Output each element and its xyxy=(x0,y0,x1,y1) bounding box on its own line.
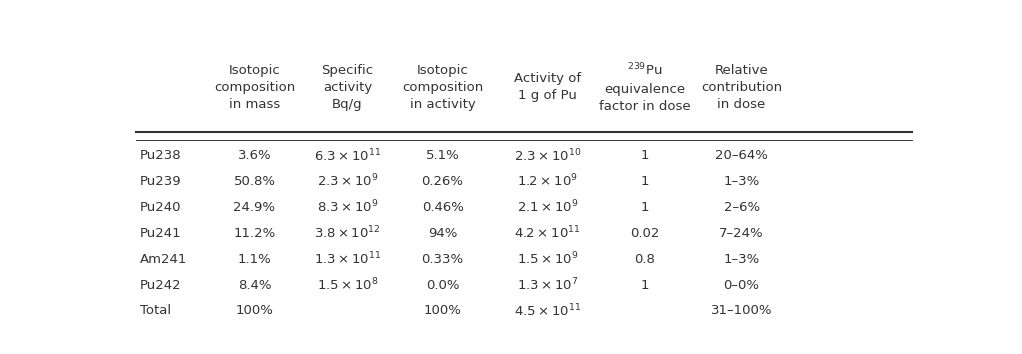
Text: 1–3%: 1–3% xyxy=(724,253,759,266)
Text: Relative
contribution
in dose: Relative contribution in dose xyxy=(701,64,782,111)
Text: 1–3%: 1–3% xyxy=(724,175,759,188)
Text: $2.1 \times 10^{9}$: $2.1 \times 10^{9}$ xyxy=(517,199,578,216)
Text: Am241: Am241 xyxy=(140,253,187,266)
Text: 1: 1 xyxy=(641,149,649,162)
Text: $1.5 \times 10^{9}$: $1.5 \times 10^{9}$ xyxy=(517,251,578,268)
Text: 0.26%: 0.26% xyxy=(422,175,464,188)
Text: 5.1%: 5.1% xyxy=(426,149,460,162)
Text: Pu239: Pu239 xyxy=(140,175,181,188)
Text: 2–6%: 2–6% xyxy=(724,201,759,214)
Text: 8.4%: 8.4% xyxy=(238,279,271,292)
Text: 50.8%: 50.8% xyxy=(233,175,276,188)
Text: $2.3 \times 10^{9}$: $2.3 \times 10^{9}$ xyxy=(317,173,378,190)
Text: 3.6%: 3.6% xyxy=(238,149,271,162)
Text: $6.3 \times 10^{11}$: $6.3 \times 10^{11}$ xyxy=(314,147,381,164)
Text: 0.33%: 0.33% xyxy=(421,253,464,266)
Text: 0.02: 0.02 xyxy=(630,227,659,240)
Text: 100%: 100% xyxy=(424,304,462,318)
Text: $2.3 \times 10^{10}$: $2.3 \times 10^{10}$ xyxy=(514,147,582,164)
Text: 0.0%: 0.0% xyxy=(426,279,459,292)
Text: 11.2%: 11.2% xyxy=(233,227,276,240)
Text: 1: 1 xyxy=(641,175,649,188)
Text: Isotopic
composition
in mass: Isotopic composition in mass xyxy=(214,64,295,111)
Text: 31–100%: 31–100% xyxy=(711,304,773,318)
Text: $1.5 \times 10^{8}$: $1.5 \times 10^{8}$ xyxy=(317,277,378,293)
Text: Pu242: Pu242 xyxy=(140,279,181,292)
Text: $4.5 \times 10^{11}$: $4.5 \times 10^{11}$ xyxy=(514,303,582,319)
Text: $3.8 \times 10^{12}$: $3.8 \times 10^{12}$ xyxy=(314,225,381,241)
Text: 1: 1 xyxy=(641,279,649,292)
Text: 1: 1 xyxy=(641,201,649,214)
Text: Total: Total xyxy=(140,304,171,318)
Text: Pu238: Pu238 xyxy=(140,149,181,162)
Text: Activity of
1 g of Pu: Activity of 1 g of Pu xyxy=(514,73,582,102)
Text: Isotopic
composition
in activity: Isotopic composition in activity xyxy=(402,64,483,111)
Text: 94%: 94% xyxy=(428,227,457,240)
Text: $1.3 \times 10^{11}$: $1.3 \times 10^{11}$ xyxy=(314,251,381,268)
Text: 20–64%: 20–64% xyxy=(715,149,768,162)
Text: 0–0%: 0–0% xyxy=(724,279,759,292)
Text: 0.46%: 0.46% xyxy=(422,201,464,214)
Text: $1.3 \times 10^{7}$: $1.3 \times 10^{7}$ xyxy=(517,277,578,293)
Text: $^{239}$Pu
equivalence
factor in dose: $^{239}$Pu equivalence factor in dose xyxy=(599,62,691,113)
Text: Pu241: Pu241 xyxy=(140,227,181,240)
Text: 24.9%: 24.9% xyxy=(233,201,276,214)
Text: 100%: 100% xyxy=(235,304,274,318)
Text: Specific
activity
Bq/g: Specific activity Bq/g xyxy=(322,64,374,111)
Text: $8.3 \times 10^{9}$: $8.3 \times 10^{9}$ xyxy=(317,199,378,216)
Text: $4.2 \times 10^{11}$: $4.2 \times 10^{11}$ xyxy=(514,225,580,241)
Text: 7–24%: 7–24% xyxy=(719,227,763,240)
Text: $1.2 \times 10^{9}$: $1.2 \times 10^{9}$ xyxy=(517,173,578,190)
Text: 0.8: 0.8 xyxy=(634,253,655,266)
Text: Pu240: Pu240 xyxy=(140,201,181,214)
Text: 1.1%: 1.1% xyxy=(237,253,272,266)
